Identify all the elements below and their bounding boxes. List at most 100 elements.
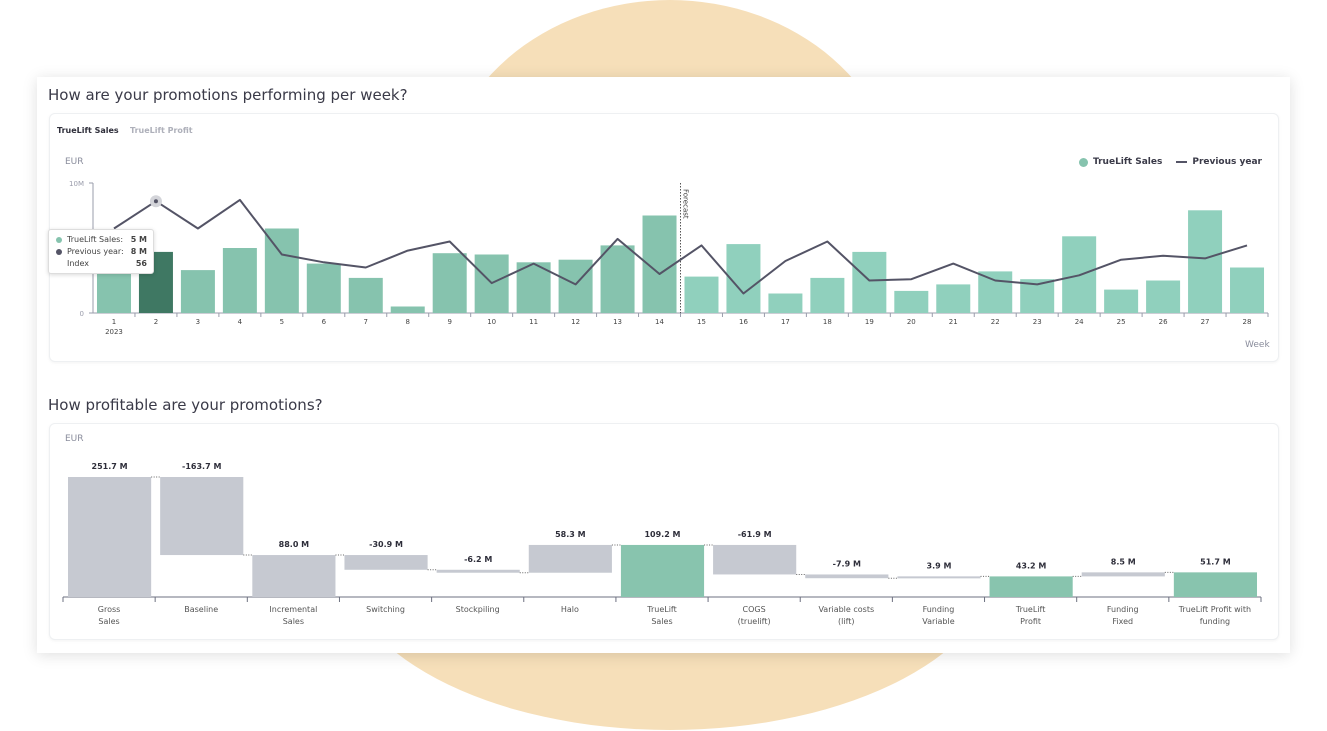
x-tick-label: 10 [487, 318, 496, 326]
waterfall-bar [620, 544, 705, 597]
waterfall-bar [713, 544, 797, 575]
waterfall-bar [160, 477, 244, 556]
waterfall-category-label: TrueLift Sales [647, 605, 677, 626]
waterfall-value-label: -7.9 M [833, 559, 861, 568]
x-tick-label: 2 [154, 318, 158, 326]
x-tick-label: 6 [322, 318, 327, 326]
tooltip: TrueLift Sales: 5 M Previous year: 8 M Ind… [48, 229, 154, 274]
x-tick-label: 1 [112, 318, 116, 326]
tooltip-row-index: Index 56 [67, 259, 147, 268]
x-tick-label: 26 [1159, 318, 1168, 326]
bar-week-13 [600, 245, 635, 313]
waterfall-value-label: -30.9 M [369, 540, 403, 549]
bar-week-8 [390, 306, 425, 313]
x-tick-label: 18 [823, 318, 832, 326]
x-tick-label: 23 [1033, 318, 1042, 326]
x-tick-label: 19 [865, 318, 874, 326]
bar-week-15 [684, 276, 719, 313]
bar-week-27 [1188, 210, 1223, 313]
x-tick-label: 11 [529, 318, 538, 326]
bar-week-17 [768, 293, 803, 313]
x-tick-label: 7 [364, 318, 368, 326]
x-tick-label: 28 [1243, 318, 1252, 326]
bar-week-21 [936, 284, 971, 313]
bar-week-7 [348, 277, 383, 313]
x-tick-label: 9 [447, 318, 451, 326]
x-tick-label: 5 [280, 318, 284, 326]
previous-year-point [153, 199, 158, 204]
waterfall-chart-card [49, 423, 1279, 640]
y-axis-label: EUR [65, 157, 84, 167]
x-tick-label: 3 [196, 318, 200, 326]
bar-week-12 [558, 259, 593, 313]
waterfall-category-label: Halo [560, 605, 579, 614]
waterfall-value-label: 8.5 M [1111, 557, 1136, 566]
tooltip-row-sales: TrueLift Sales: 5 M [56, 235, 147, 244]
x-axis-label: Week [1245, 340, 1270, 350]
x-tick-label: 17 [781, 318, 790, 326]
legend: TrueLift Sales Previous year [1078, 157, 1262, 167]
bar-week-28 [1230, 267, 1265, 313]
x-tick-label: 20 [907, 318, 916, 326]
x-tick-label: 22 [991, 318, 1000, 326]
x-tick-label: 21 [949, 318, 958, 326]
waterfall-bar [1081, 572, 1165, 577]
x-tick-label: 4 [238, 318, 243, 326]
bar-week-6 [306, 263, 341, 313]
forecast-label: Forecast [682, 189, 690, 219]
waterfall-value-label: -163.7 M [182, 462, 221, 471]
bar-week-19 [852, 251, 887, 313]
waterfall-value-label: -6.2 M [464, 555, 492, 564]
waterfall-category-label: TrueLift Profit [1015, 605, 1046, 626]
waterfall-bar [805, 574, 889, 579]
waterfall-category-label: Funding Variable [922, 605, 955, 626]
x-tick-label: 24 [1075, 318, 1084, 326]
waterfall-value-label: 43.2 M [1016, 561, 1047, 570]
section-title-profitability: How profitable are your promotions? [48, 396, 323, 414]
bar-week-3 [180, 270, 215, 313]
x-tick-label: 27 [1201, 318, 1210, 326]
bar-week-20 [894, 290, 929, 313]
waterfall-y-axis-label: EUR [65, 434, 84, 444]
year-label: 2023 [105, 328, 123, 336]
bar-week-22 [978, 271, 1013, 313]
x-tick-label: 13 [613, 318, 622, 326]
waterfall-category-label: Incremental Sales [269, 605, 318, 626]
waterfall-category-label: Switching [366, 605, 405, 614]
x-tick-label: 12 [571, 318, 580, 326]
waterfall-value-label: 251.7 M [92, 462, 128, 471]
bar-week-5 [264, 228, 299, 313]
legend-swatch-sales [1078, 157, 1088, 167]
waterfall-bar [344, 555, 428, 570]
x-tick-label: 25 [1117, 318, 1126, 326]
bar-week-18 [810, 277, 845, 313]
waterfall-value-label: -61.9 M [738, 530, 772, 539]
x-tick-label: 8 [405, 318, 409, 326]
section-title-weekly: How are your promotions performing per w… [48, 86, 408, 104]
bar-week-9 [432, 253, 467, 313]
waterfall-bar [1173, 572, 1257, 597]
y-tick-label: 0 [80, 310, 84, 318]
waterfall-bar [436, 569, 520, 573]
bar-week-25 [1104, 289, 1139, 313]
bar-week-26 [1146, 280, 1181, 313]
x-tick-label: 16 [739, 318, 748, 326]
waterfall-bar [989, 576, 1073, 597]
waterfall-value-label: 88.0 M [279, 540, 310, 549]
waterfall-value-label: 51.7 M [1200, 557, 1231, 566]
waterfall-category-label: Variable costs (lift) [818, 605, 875, 626]
x-tick-label: 14 [655, 318, 664, 326]
waterfall-value-label: 58.3 M [555, 530, 586, 539]
waterfall-value-label: 3.9 M [927, 561, 952, 570]
tab-truelift-sales[interactable]: TrueLift Sales [57, 126, 119, 135]
waterfall-bar [68, 477, 152, 597]
tooltip-row-previous-year: Previous year: 8 M [56, 247, 147, 256]
waterfall-value-label: 109.2 M [644, 530, 680, 539]
waterfall-category-label: TrueLift Profit with funding [1178, 605, 1252, 626]
bar-week-16 [726, 244, 761, 313]
tab-truelift-profit[interactable]: TrueLift Profit [130, 126, 193, 135]
waterfall-category-label: COGS (truelift) [737, 605, 771, 626]
x-tick-label: 15 [697, 318, 706, 326]
bar-week-4 [222, 248, 257, 313]
legend-label-previous-year: Previous year [1192, 157, 1262, 167]
